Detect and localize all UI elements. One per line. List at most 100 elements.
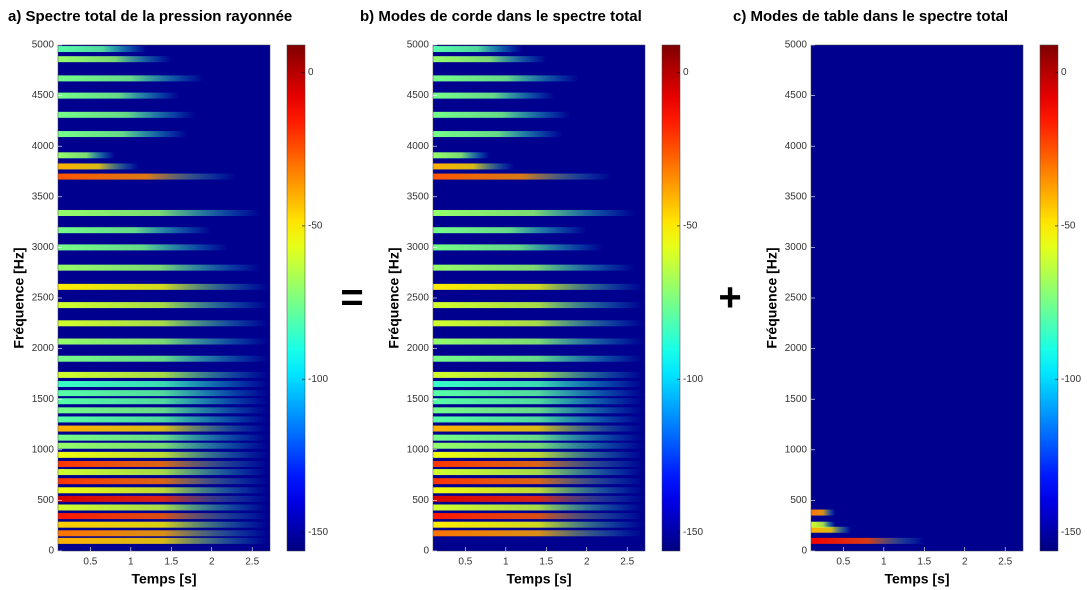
partial: [58, 460, 269, 467]
partial: [58, 355, 269, 362]
partial: [58, 495, 269, 502]
x-tick-label: 2.5: [620, 557, 634, 568]
y-tick-label: 5000: [407, 40, 430, 51]
y-tick-label: 2500: [32, 293, 55, 304]
partial: [58, 530, 269, 537]
y-tick-label: 500: [37, 495, 54, 506]
partial: [58, 302, 269, 309]
partial: [58, 398, 269, 405]
partial: [433, 163, 514, 170]
y-tick-label: 3500: [32, 191, 55, 202]
partial: [58, 434, 269, 441]
y-axis-label: Fréquence [Hz]: [11, 247, 27, 348]
y-tick-label: 4000: [407, 141, 430, 152]
y-axis-label: Fréquence [Hz]: [764, 247, 780, 348]
partial: [58, 381, 269, 388]
y-tick-label: 0: [48, 546, 54, 557]
partial: [433, 451, 644, 458]
x-tick-label: 0.5: [458, 557, 472, 568]
partial: [433, 425, 644, 432]
partial: [433, 460, 644, 467]
colorbar-tick-label: -100: [683, 374, 703, 385]
colorbar-tick-label: 0: [308, 67, 314, 78]
partial: [58, 320, 269, 327]
partial: [433, 521, 644, 528]
partial: [433, 398, 644, 405]
plot-area: [58, 45, 270, 551]
y-tick-label: 2000: [785, 343, 808, 354]
partial: [58, 173, 237, 180]
y-tick-label: 1500: [32, 394, 55, 405]
x-axis-label: Temps [s]: [506, 571, 571, 587]
x-tick-label: 1: [503, 557, 509, 568]
y-tick-label: 0: [423, 546, 429, 557]
operator: =: [340, 276, 363, 320]
colorbar-tick-label: -150: [1061, 527, 1081, 538]
partial: [433, 264, 636, 271]
plot-area: [811, 45, 1023, 551]
partial: [58, 131, 188, 138]
plot-area: [433, 45, 645, 551]
partial: [58, 451, 269, 458]
partial: [58, 416, 269, 423]
chart-title: b) Modes de corde dans le spectre total: [360, 8, 642, 25]
partial: [811, 526, 852, 533]
colorbar-tick-label: -100: [308, 374, 328, 385]
partial: [433, 513, 644, 520]
partial: [58, 92, 180, 99]
partial: [58, 227, 212, 234]
y-tick-label: 2000: [407, 343, 430, 354]
partial: [433, 504, 644, 511]
partial: [433, 434, 644, 441]
y-tick-label: 3000: [785, 242, 808, 253]
partial: [58, 56, 172, 63]
partial: [433, 302, 644, 309]
partial: [433, 371, 644, 378]
partial: [58, 244, 228, 251]
x-tick-label: 2: [962, 557, 968, 568]
y-tick-label: 2500: [407, 293, 430, 304]
partial: [58, 487, 269, 494]
y-axis-label: Fréquence [Hz]: [386, 247, 402, 348]
y-tick-label: 5000: [785, 40, 808, 51]
y-tick-label: 1500: [407, 394, 430, 405]
colorbar-tick-label: -50: [308, 221, 323, 232]
partial: [433, 469, 644, 476]
x-tick-label: 1.5: [164, 557, 178, 568]
partial: [433, 227, 587, 234]
partial: [433, 56, 547, 63]
y-tick-label: 1000: [785, 444, 808, 455]
x-tick-label: 2: [584, 557, 590, 568]
y-tick-label: 2500: [785, 293, 808, 304]
partial: [433, 131, 563, 138]
partial: [58, 469, 269, 476]
colorbar-tick-label: -50: [683, 221, 698, 232]
partial: [811, 509, 836, 516]
y-tick-label: 5000: [32, 40, 55, 51]
y-tick-label: 3500: [407, 191, 430, 202]
y-tick-label: 4500: [407, 90, 430, 101]
partial: [58, 283, 269, 290]
partial: [433, 92, 555, 99]
partial: [433, 355, 644, 362]
partial: [433, 495, 644, 502]
partial: [433, 320, 644, 327]
colorbar-tick-label: -150: [308, 527, 328, 538]
partial: [433, 209, 636, 216]
partial: [58, 75, 204, 82]
partial: [433, 416, 644, 423]
y-tick-label: 3000: [407, 242, 430, 253]
y-tick-label: 0: [801, 546, 807, 557]
partial: [433, 244, 603, 251]
partial: [58, 504, 269, 511]
y-tick-label: 1000: [32, 444, 55, 455]
partial: [811, 521, 836, 528]
x-tick-label: 2: [209, 557, 215, 568]
x-tick-label: 1: [128, 557, 134, 568]
partial: [58, 407, 269, 414]
partial: [58, 338, 269, 345]
partial: [433, 381, 644, 388]
partial: [433, 152, 490, 159]
x-tick-label: 2.5: [245, 557, 259, 568]
partial: [58, 513, 269, 520]
